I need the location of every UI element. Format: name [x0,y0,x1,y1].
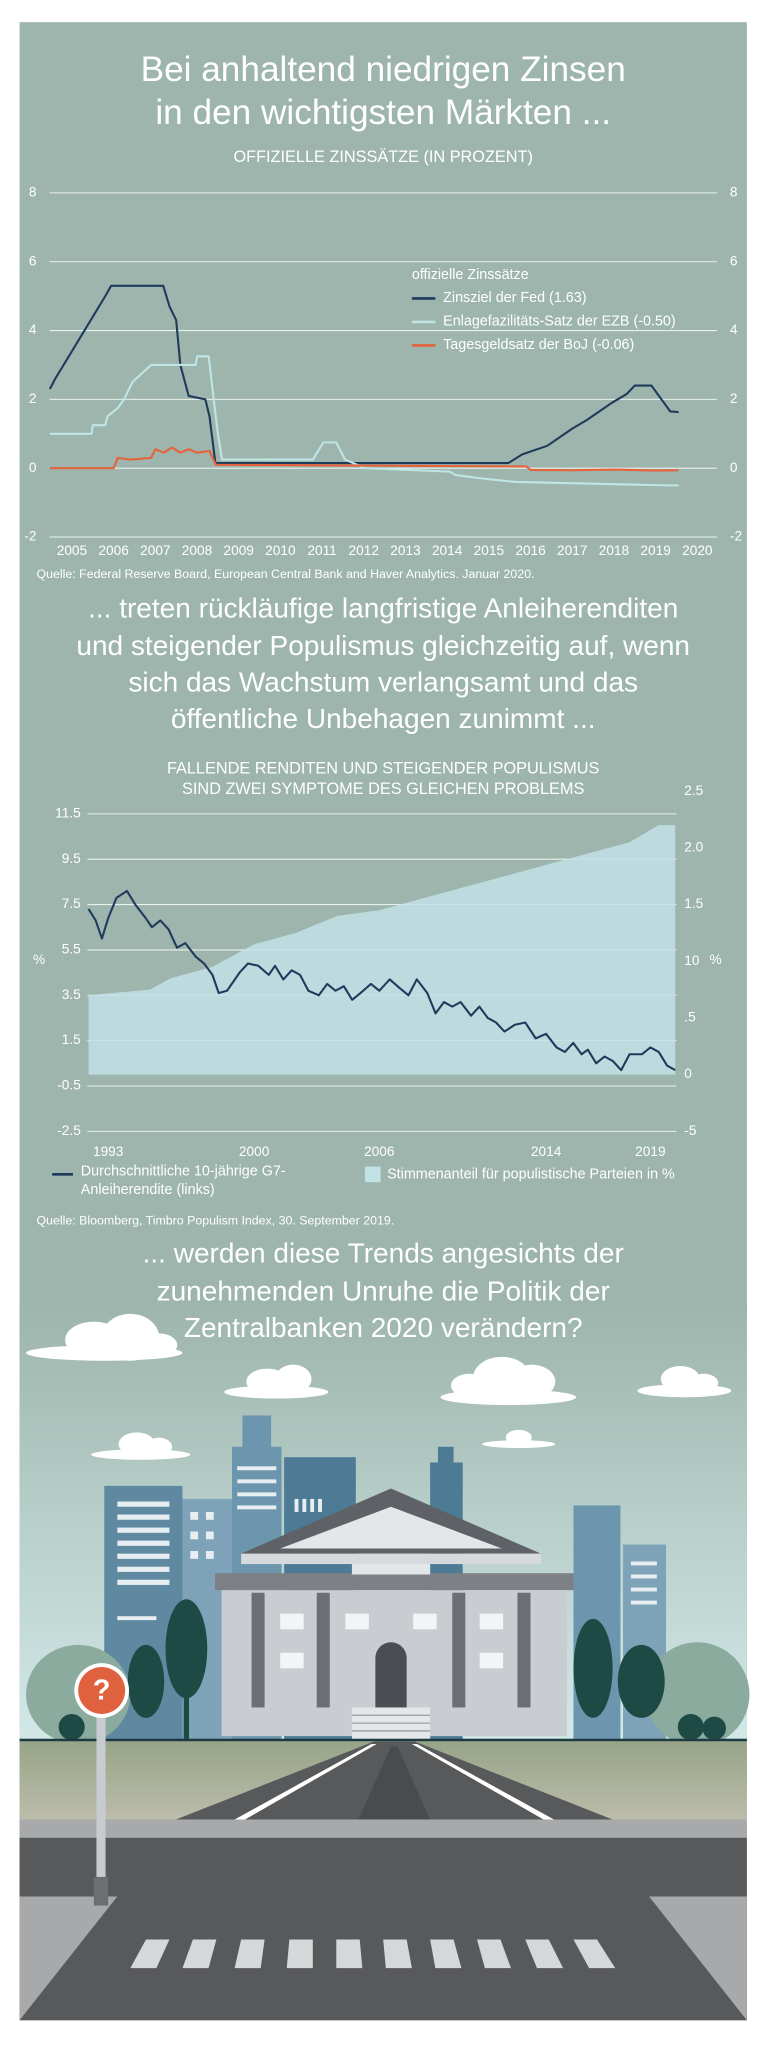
legend-label: Tagesgeldsatz der BoJ (-0.06) [443,337,634,353]
y-tick-label: -2.5 [57,1123,81,1138]
y-axis-label: % [33,952,45,967]
x-tick-label: 2019 [635,1144,665,1159]
headline: sich das Wachstum verlangsamt und das [128,667,638,698]
sign-label: ? [93,1674,111,1706]
y-tick-label: -2 [24,529,36,544]
x-tick-label: 2010 [265,543,296,558]
y2-tick-label: 2.0 [684,839,703,854]
x-tick-label: 2000 [239,1144,270,1159]
y-tick-label: -2 [730,529,742,544]
y-tick-label: 8 [730,185,738,200]
x-tick-label: 2014 [531,1144,562,1159]
road [19,1741,747,2021]
source: Quelle: Bloomberg, Timbro Populism Index… [36,1214,394,1228]
y2-tick-label: 10 [684,953,700,968]
y2-tick-label: 2.5 [684,783,703,798]
y-tick-label: 6 [730,253,738,268]
y-tick-label: 1.5 [62,1032,81,1047]
y-tick-label: 2 [29,391,37,406]
line [49,355,679,487]
y2-tick-label: -5 [684,1123,697,1138]
x-tick-label: 2009 [223,543,253,558]
chart: 11.5 9.5 7.5 5.5 3.5 1.5 -0.5 -2.5 2.5 2.0 1.5 10 .5… [52,783,704,1198]
line [49,446,679,472]
y-tick-label: 2 [730,391,738,406]
chart: -2 -2 0 0 2 2 4 4 6 6 8 8 2005 2006 2007 2008 2009 2010 20… [24,185,742,558]
legend-title: offizielle Zinssätze [412,267,529,283]
x-tick-label: 2013 [390,543,420,558]
legend: Durchschnittliche 10-jährige G7-Anleiher… [52,1163,675,1198]
headline: ... werden diese Trends angesichts der [143,1238,624,1269]
x-tick-label: 2005 [57,543,88,558]
illustration: ? [19,1303,750,2021]
headline: Bei anhaltend niedrigen Zinsen [141,50,626,89]
y-tick-label: 11.5 [55,805,81,820]
x-tick-label: 2017 [557,543,587,558]
y-tick-label: 7.5 [62,896,81,911]
series-layer [48,284,679,487]
x-tick-label: 1993 [93,1144,123,1159]
y-tick-label: 8 [29,185,37,200]
legend-label: Durchschnittliche 10-jährige G7-Anleiher… [80,1163,286,1198]
x-tick-label: 2016 [515,543,545,558]
headline: ... treten rückläufige langfristige Anle… [88,592,678,623]
y-tick-label: 9.5 [62,851,81,866]
x-tick-label: 2015 [474,543,505,558]
legend-box: Durchschnittliche 10-jährige G7-Anleiher… [80,1163,286,1198]
central-bank [215,1488,574,1741]
headline: in den wichtigsten Märkten ... [155,93,611,132]
x-tick-label: 2006 [98,543,128,558]
headline: und steigender Populismus gleichzeitig a… [76,630,690,661]
x-tick-label: 2019 [640,543,670,558]
content: ? Bei anhaltend niedrigen Zinsen in den … [19,22,750,2021]
chart-title: SIND ZWEI SYMPTOME DES GLEICHEN PROBLEMS [182,780,584,798]
y-tick-label: 4 [730,322,738,337]
line [48,284,679,465]
y-tick-label: 0 [29,460,37,475]
chart-title: FALLENDE RENDITEN UND STEIGENDER POPULIS… [167,759,600,777]
sign: ? [74,1663,130,1906]
y2-tick-label: .5 [684,1010,696,1025]
legend-label: Stimmenanteil für populistische Parteien… [387,1166,675,1183]
x-tick-label: 2018 [599,543,630,558]
area [88,825,676,1075]
y2-axis-label: % [709,952,721,967]
clouds [26,1313,732,1460]
legend-label: Zinsziel der Fed (1.63) [443,290,586,306]
legend: offizielle Zinssätze Zinsziel der Fed (1.… [411,267,676,353]
grid [49,192,717,538]
y-tick-label: 4 [29,322,37,337]
headline: Zentralbanken 2020 verändern? [184,1312,583,1343]
horizon [19,1738,747,1742]
y-tick-label: 5.5 [62,942,81,957]
y-tick-label: 6 [29,253,37,268]
legend-box: Stimmenanteil für populistische Parteien… [387,1166,675,1183]
y-tick-label: -0.5 [57,1078,81,1093]
y2-tick-label: 0 [684,1066,692,1081]
x-tick-label: 2012 [349,543,379,558]
y-tick-label: 0 [730,460,738,475]
x-tick-label: 2011 [307,543,336,558]
x-tick-label: 2020 [682,543,713,558]
chart-title: OFFIZIELLE ZINSSÄTZE (IN PROZENT) [233,148,532,166]
legend-label: Enlagefazilitäts-Satz der EZB (-0.50) [443,314,676,330]
source: Quelle: Federal Reserve Board, European … [36,567,534,581]
x-tick-label: 2006 [364,1144,394,1159]
x-tick-label: 2014 [432,543,463,558]
headline: zunehmenden Unruhe die Politik der [157,1275,610,1306]
series-layer [87,825,676,1075]
x-tick-label: 2007 [140,543,170,558]
headline: öffentliche Unbehagen zunimmt ... [171,703,596,734]
y2-tick-label: 1.5 [684,896,703,911]
y-tick-label: 3.5 [62,987,81,1002]
x-tick-label: 2008 [182,543,213,558]
legend-swatch [364,1166,381,1183]
line [87,889,676,1072]
